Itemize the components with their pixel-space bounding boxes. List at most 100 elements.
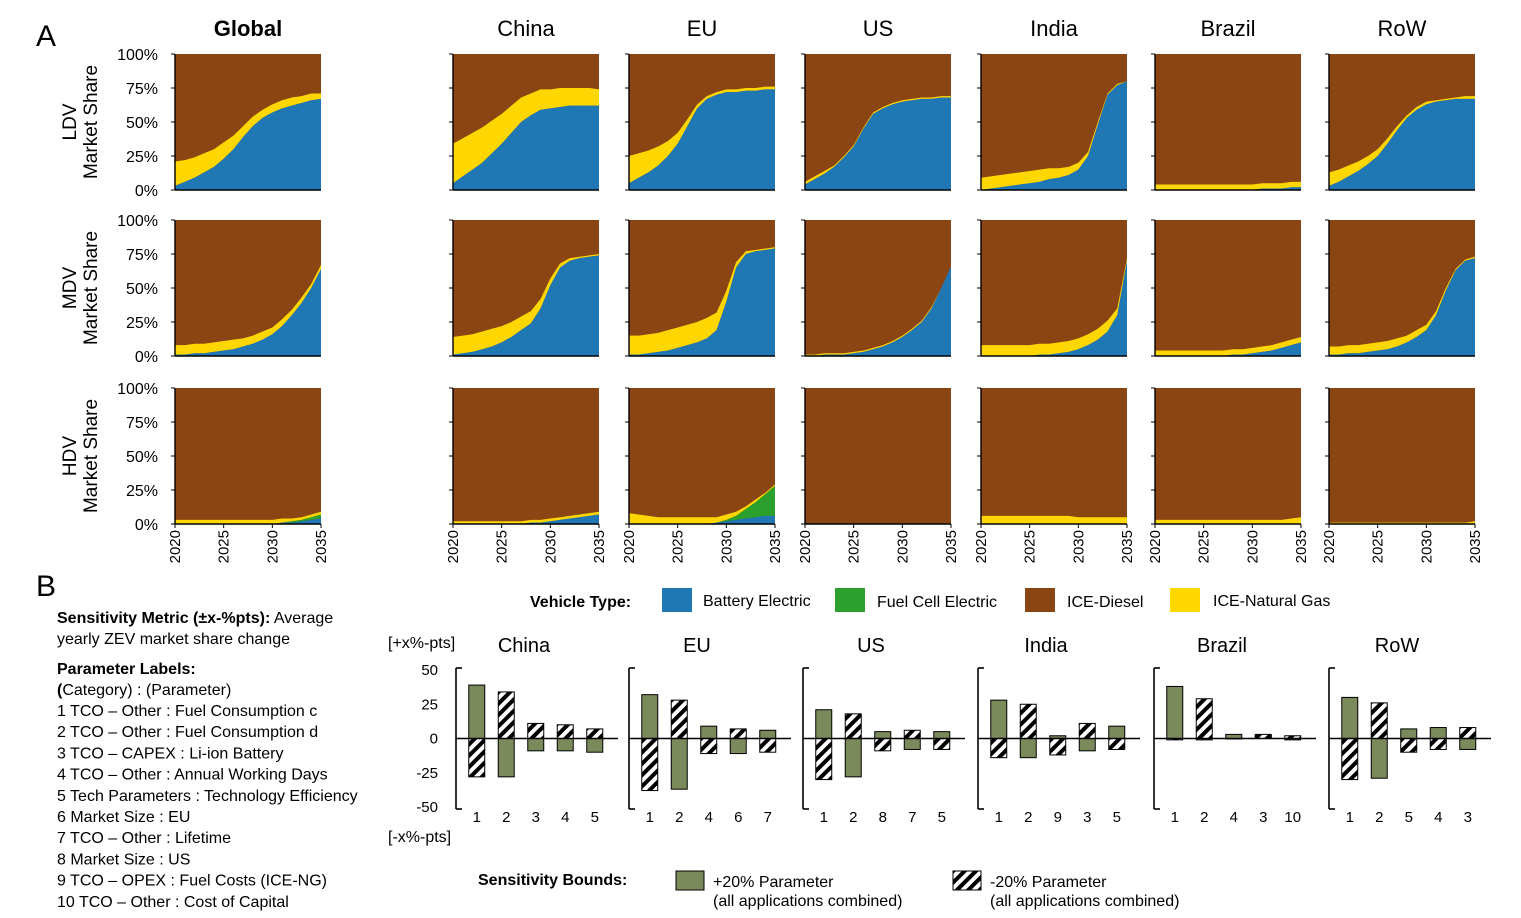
y-tick-label: 25% <box>126 149 158 166</box>
sens-legend-title: Sensitivity Bounds: <box>478 872 627 889</box>
y-tick-label: 25% <box>126 483 158 500</box>
sens-bar-plus <box>990 699 1008 740</box>
legend-swatch-battery-electric <box>662 588 692 612</box>
area-ice-natural-gas <box>629 247 775 355</box>
area-panel-ldv-global <box>171 53 321 191</box>
sens-bar-plus <box>815 709 833 739</box>
legend-label-fuel-cell-electric: Fuel Cell Electric <box>877 594 997 611</box>
x-tick-label: 2030 <box>542 530 559 563</box>
area-panel-hdv-india: 2020 2025 2030 2035 <box>973 387 1136 563</box>
sens-param-label: 1 <box>473 809 481 826</box>
param-label-6: 6 Market Size : EU <box>57 809 190 826</box>
region-title-china: China <box>497 16 555 41</box>
area-battery-electric <box>981 81 1127 190</box>
area-battery-electric <box>981 260 1127 356</box>
sens-bar-minus <box>1195 698 1213 740</box>
sens-bar-plus <box>1078 738 1096 752</box>
x-tick-label: 2020 <box>1321 530 1338 563</box>
param-label-8: 8 Market Size : US <box>57 851 190 868</box>
sens-param-label: 2 <box>675 809 683 826</box>
sens-bar-minus <box>1019 703 1037 739</box>
x-tick-label: 2020 <box>1147 530 1164 563</box>
sens-bar-minus <box>1459 727 1477 739</box>
area-ice-diesel <box>981 388 1127 524</box>
x-tick-label: 2020 <box>445 530 462 563</box>
sens-param-label: 5 <box>591 809 599 826</box>
sens-legend-minus-label: -20% Parameter <box>990 874 1107 891</box>
sens-bar-plus <box>586 738 604 753</box>
param-label-2: 2 TCO – Other : Fuel Consumption d <box>57 724 318 741</box>
sens-legend-swatch-minus <box>952 870 982 891</box>
region-title-us: US <box>863 16 894 41</box>
param-label-5: 5 Tech Parameters : Technology Efficienc… <box>57 788 358 805</box>
sens-param-label: 6 <box>734 809 742 826</box>
sens-bar-plus <box>1019 738 1037 759</box>
region-title-row: RoW <box>1378 16 1427 41</box>
sens-legend-minus-sub: (all applications combined) <box>990 893 1179 910</box>
area-panel-mdv-india <box>977 219 1127 357</box>
area-ice-natural-gas <box>453 511 599 524</box>
y-tick-label: 50% <box>126 449 158 466</box>
area-ice-natural-gas <box>175 511 321 524</box>
y-tick-label: 0% <box>135 517 158 534</box>
area-panel-mdv-global <box>171 219 321 357</box>
sens-param-label: 4 <box>1434 809 1442 826</box>
sens-panel-eu: EU 1 2 4 6 7 <box>628 635 791 826</box>
x-tick-label: 2035 <box>1119 530 1136 563</box>
area-ice-natural-gas <box>1155 517 1301 524</box>
sens-param-label: 3 <box>1259 809 1267 826</box>
area-ice-natural-gas <box>1329 96 1475 186</box>
area-panel-hdv-eu: 2020 2025 2030 2035 <box>621 387 784 563</box>
sens-bar-plus <box>1370 738 1388 779</box>
y-tick-label: 100% <box>117 213 158 230</box>
sens-bar-minus <box>586 728 604 739</box>
sens-bar-minus <box>670 699 688 740</box>
x-tick-label: 2035 <box>313 530 330 563</box>
sens-bar-minus <box>903 729 921 740</box>
area-battery-electric <box>1329 98 1475 190</box>
area-panel-hdv-china: 2020 2025 2030 2035 <box>445 387 608 563</box>
row-ylabel-line2: Market Share <box>81 399 102 513</box>
sens-bar-minus <box>874 738 892 752</box>
sens-param-label: 3 <box>1464 809 1472 826</box>
sens-bar-minus <box>1049 738 1067 756</box>
area-ice-natural-gas <box>629 86 775 184</box>
x-tick-label: 2030 <box>264 530 281 563</box>
legend-label-battery-electric: Battery Electric <box>703 593 811 610</box>
sens-param-label: 2 <box>502 809 510 826</box>
sens-param-label: 2 <box>1024 809 1032 826</box>
sens-y-tick-label: 50 <box>421 662 438 679</box>
sens-bar-plus <box>759 729 777 740</box>
area-ice-diesel <box>1155 388 1301 524</box>
area-ice-natural-gas <box>1155 336 1301 356</box>
x-tick-label: 2030 <box>1070 530 1087 563</box>
x-tick-label: 2035 <box>591 530 608 563</box>
sens-param-label: 5 <box>1113 809 1121 826</box>
sens-param-label: 1 <box>820 809 828 826</box>
param-label-9: 9 TCO – OPEX : Fuel Costs (ICE-NG) <box>57 873 327 890</box>
area-ice-diesel <box>453 388 599 524</box>
x-tick-label: 2025 <box>846 530 863 563</box>
legend-swatch-fuel-cell-electric <box>835 588 865 612</box>
sens-bar-plus <box>1400 728 1418 739</box>
param-label-4: 4 TCO – Other : Annual Working Days <box>57 767 328 784</box>
area-panel-ldv-china <box>449 53 599 191</box>
sens-bar-plus <box>1341 696 1359 740</box>
metric-rest: Average <box>270 610 333 627</box>
param-label-3: 3 TCO – CAPEX : Li-ion Battery <box>57 745 283 762</box>
x-tick-label: 2030 <box>1244 530 1261 563</box>
param-label-1: 1 TCO – Other : Fuel Consumption c <box>57 703 317 720</box>
sens-param-label: 9 <box>1054 809 1062 826</box>
area-panel-hdv-us: 2020 2025 2030 2035 <box>797 387 960 563</box>
sens-bar-plus <box>874 731 892 740</box>
x-tick-label: 2025 <box>494 530 511 563</box>
sens-bar-minus <box>990 738 1008 759</box>
sens-region-title: India <box>1024 635 1068 657</box>
metric-bold: Sensitivity Metric (±x-%pts): <box>57 610 270 627</box>
sens-bar-minus <box>468 738 486 778</box>
area-battery-electric <box>805 266 951 356</box>
sens-bar-minus <box>1429 738 1447 750</box>
sens-panel-row: RoW 1 2 5 4 3 <box>1328 635 1491 826</box>
area-ice-diesel <box>175 388 321 524</box>
